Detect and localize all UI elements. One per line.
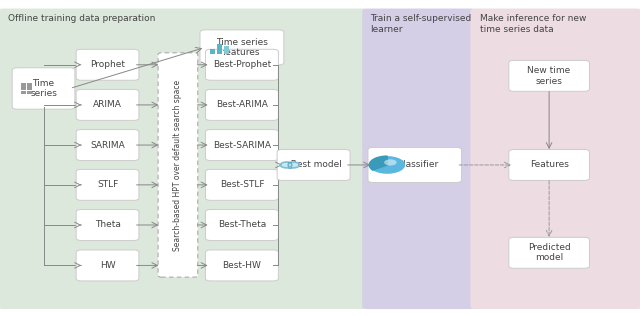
Bar xyxy=(27,91,32,94)
FancyBboxPatch shape xyxy=(205,169,278,200)
Bar xyxy=(210,49,215,54)
Text: Best-ARIMA: Best-ARIMA xyxy=(216,100,268,109)
Text: Prophet: Prophet xyxy=(90,60,125,69)
Text: Theta: Theta xyxy=(95,221,120,229)
FancyBboxPatch shape xyxy=(76,130,139,161)
Text: Best-Prophet: Best-Prophet xyxy=(212,60,271,69)
Bar xyxy=(21,91,26,94)
Text: Time
series: Time series xyxy=(30,79,57,98)
Circle shape xyxy=(384,159,397,166)
FancyBboxPatch shape xyxy=(205,49,278,80)
Text: Best-HW: Best-HW xyxy=(223,261,261,270)
FancyBboxPatch shape xyxy=(509,60,589,91)
FancyBboxPatch shape xyxy=(200,30,284,65)
FancyBboxPatch shape xyxy=(76,169,139,200)
Bar xyxy=(224,46,230,54)
Text: New time
series: New time series xyxy=(527,66,571,86)
Text: STLF: STLF xyxy=(97,180,118,189)
Text: Make inference for new
time series data: Make inference for new time series data xyxy=(480,14,586,33)
Text: Best-SARIMA: Best-SARIMA xyxy=(213,141,271,149)
Text: Features: Features xyxy=(530,161,568,169)
Bar xyxy=(27,83,32,87)
Circle shape xyxy=(282,161,298,169)
FancyBboxPatch shape xyxy=(12,68,75,109)
Text: Time series
features: Time series features xyxy=(216,38,268,57)
Text: Offline training data preparation: Offline training data preparation xyxy=(8,14,156,23)
Polygon shape xyxy=(369,156,387,170)
FancyBboxPatch shape xyxy=(368,147,461,183)
FancyBboxPatch shape xyxy=(509,237,589,268)
Text: HW: HW xyxy=(100,261,115,270)
FancyBboxPatch shape xyxy=(76,210,139,240)
Text: Classifier: Classifier xyxy=(391,161,438,169)
FancyBboxPatch shape xyxy=(205,250,278,281)
Bar xyxy=(216,44,223,54)
Text: ⛓: ⛓ xyxy=(288,162,292,168)
FancyBboxPatch shape xyxy=(0,9,368,309)
Text: Best model: Best model xyxy=(285,161,342,169)
Bar xyxy=(27,87,32,90)
Text: ARIMA: ARIMA xyxy=(93,100,122,109)
FancyBboxPatch shape xyxy=(76,250,139,281)
FancyBboxPatch shape xyxy=(158,53,198,277)
FancyBboxPatch shape xyxy=(362,9,476,309)
Text: SARIMA: SARIMA xyxy=(90,141,125,149)
Text: Search-based HPT over default search space: Search-based HPT over default search spa… xyxy=(173,79,182,251)
FancyBboxPatch shape xyxy=(205,130,278,161)
FancyBboxPatch shape xyxy=(76,89,139,120)
FancyBboxPatch shape xyxy=(509,149,589,180)
FancyBboxPatch shape xyxy=(76,49,139,80)
Text: Predicted
model: Predicted model xyxy=(528,243,570,263)
Bar xyxy=(21,87,26,90)
FancyBboxPatch shape xyxy=(277,149,350,180)
Circle shape xyxy=(369,156,405,174)
Text: Train a self-supervised
learner: Train a self-supervised learner xyxy=(370,14,471,33)
Text: Best-Theta: Best-Theta xyxy=(218,221,266,229)
Bar xyxy=(21,83,26,87)
FancyBboxPatch shape xyxy=(470,9,640,309)
FancyBboxPatch shape xyxy=(205,89,278,120)
Text: Best-STLF: Best-STLF xyxy=(220,180,264,189)
FancyBboxPatch shape xyxy=(205,210,278,240)
